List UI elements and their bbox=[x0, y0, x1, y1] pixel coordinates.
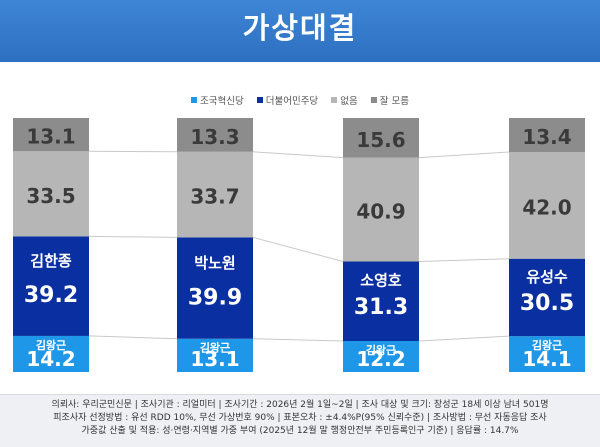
connector-line bbox=[418, 151, 510, 159]
connector-line bbox=[88, 150, 178, 153]
bar-segment-jokuk bbox=[177, 338, 253, 372]
bar-segment-none bbox=[509, 152, 585, 259]
value-label: 13.1 bbox=[190, 347, 239, 371]
legend-item-dontknow: 잘 모름 bbox=[370, 93, 409, 107]
connector-line bbox=[88, 335, 178, 340]
footer-line-1: 의뢰사: 우리군민신문 | 조사기관 : 리얼미터 | 조사기간 : 2026년… bbox=[51, 400, 549, 410]
footer-line-2: 피조사자 선정방법 : 유선 RDD 10%, 무선 가상번호 90% | 표본… bbox=[53, 413, 547, 423]
value-label: 31.3 bbox=[354, 295, 408, 320]
legend-item-minju: 더불어민주당 bbox=[256, 93, 319, 107]
legend-swatch-minju bbox=[256, 97, 263, 103]
value-label: 42.0 bbox=[522, 195, 571, 219]
legend-label-none: 없음 bbox=[340, 96, 358, 107]
bar-segment-dontknow bbox=[509, 118, 585, 153]
candidate-label: 박노원 bbox=[194, 254, 235, 272]
value-label: 14.1 bbox=[522, 347, 571, 371]
title-banner: 가상대결 bbox=[0, 0, 600, 62]
bar-segment-dontknow bbox=[343, 118, 419, 158]
value-label: 30.5 bbox=[520, 291, 574, 316]
connector-line bbox=[418, 258, 510, 263]
connector-line bbox=[252, 338, 344, 342]
value-label: 14.2 bbox=[26, 347, 75, 371]
value-label: 13.4 bbox=[522, 125, 571, 149]
candidate-label: 김한종 bbox=[30, 252, 72, 270]
legend-label-jokuk: 조국혁신당 bbox=[200, 96, 244, 107]
candidate-label: 김왕근 bbox=[366, 343, 396, 357]
candidate-label: 유성수 bbox=[526, 268, 568, 286]
value-label: 12.2 bbox=[356, 347, 405, 371]
bar-segment-jokuk bbox=[13, 335, 89, 372]
legend-swatch-jokuk bbox=[191, 97, 197, 103]
bar-segment-dontknow bbox=[13, 118, 89, 152]
value-label: 13.3 bbox=[190, 125, 239, 149]
bar-segment-none bbox=[343, 157, 419, 262]
legend-label-minju: 더불어민주당 bbox=[265, 96, 319, 107]
bar-segment-none bbox=[13, 151, 89, 237]
legend-item-none: 없음 bbox=[331, 93, 358, 107]
value-label: 33.5 bbox=[26, 184, 75, 208]
value-label: 33.7 bbox=[190, 185, 239, 209]
bar-segment-jokuk bbox=[343, 341, 419, 372]
value-label: 13.1 bbox=[26, 125, 75, 149]
legend-swatch-none bbox=[331, 97, 338, 103]
value-label: 39.9 bbox=[188, 285, 242, 310]
legend-swatch-dontknow bbox=[370, 97, 377, 103]
connector-line bbox=[252, 151, 344, 159]
bar-segment-minju bbox=[13, 236, 89, 336]
bar-segment-minju bbox=[343, 261, 419, 342]
candidate-label: 김왕근 bbox=[532, 338, 562, 352]
legend-label-dontknow: 잘 모름 bbox=[379, 96, 409, 107]
value-label: 15.6 bbox=[356, 128, 405, 152]
bar-segment-none bbox=[177, 151, 253, 238]
legend: 조국혁신당 더불어민주당 없음 잘 모름 bbox=[0, 93, 600, 109]
candidate-label: 김왕근 bbox=[36, 338, 66, 352]
connector-line bbox=[252, 236, 344, 262]
value-label: 39.2 bbox=[24, 283, 78, 308]
connector-line bbox=[88, 235, 178, 238]
candidate-label: 김왕근 bbox=[200, 341, 230, 355]
candidate-label: 소영호 bbox=[360, 271, 402, 289]
bar-segment-minju bbox=[509, 258, 585, 337]
value-label: 40.9 bbox=[356, 200, 405, 224]
page-title: 가상대결 bbox=[242, 11, 358, 45]
bar-segment-jokuk bbox=[509, 336, 585, 372]
chart-area bbox=[0, 62, 600, 394]
legend-item-jokuk: 조국혁신당 bbox=[191, 93, 244, 107]
bar-segment-dontknow bbox=[177, 118, 253, 152]
connector-line bbox=[418, 335, 510, 342]
survey-footer: 의뢰사: 우리군민신문 | 조사기관 : 리얼미터 | 조사기간 : 2026년… bbox=[0, 394, 600, 447]
bar-segment-minju bbox=[177, 237, 253, 339]
footer-line-3: 가중값 산출 및 적용: 성·연령·지역별 가중 부여 (2025년 12월 말… bbox=[81, 426, 519, 436]
